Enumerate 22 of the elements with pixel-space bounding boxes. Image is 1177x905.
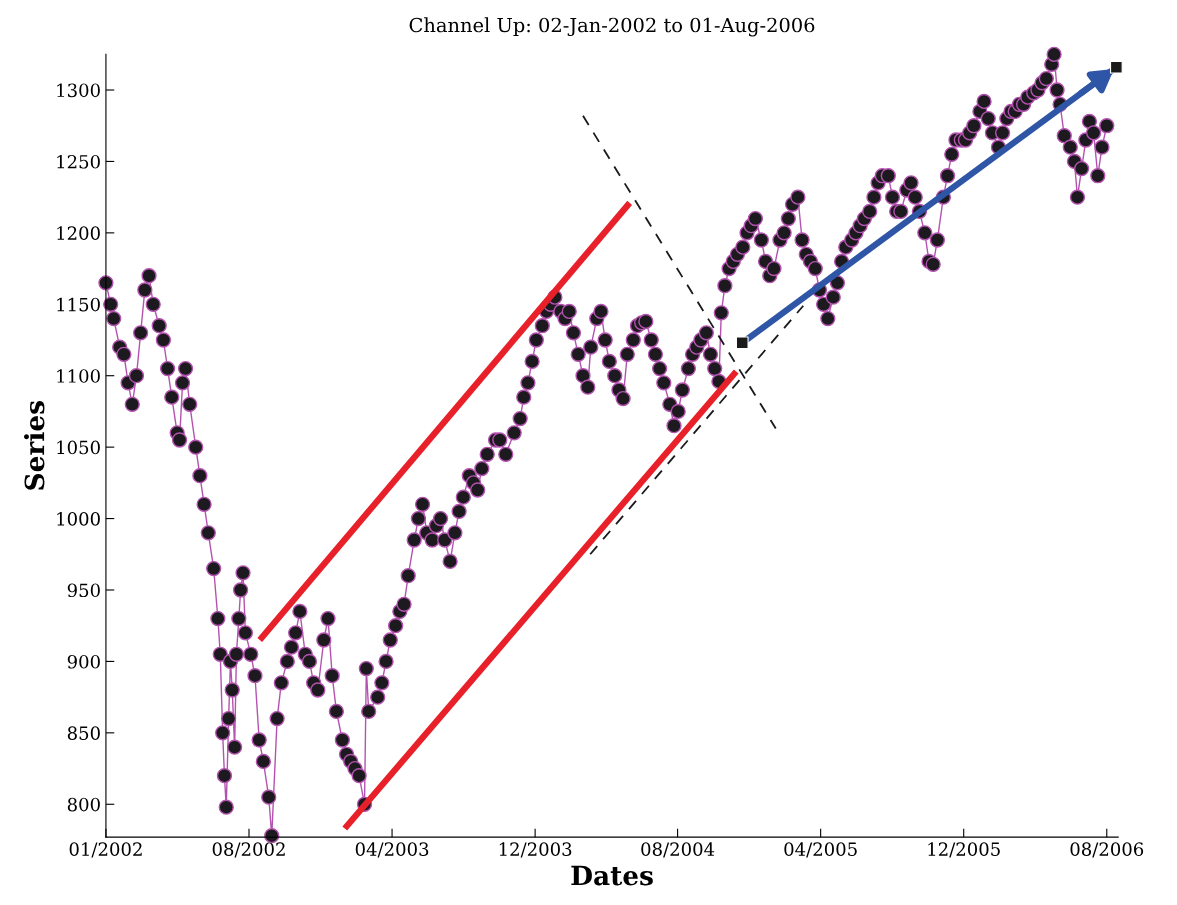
x-tick-label: 12/2003 bbox=[499, 842, 572, 858]
x-tick-label: 04/2005 bbox=[784, 842, 857, 858]
y-tick-label: 1300 bbox=[57, 83, 100, 98]
y-tick-label: 1100 bbox=[57, 369, 100, 383]
chart-title: Channel Up: 02-Jan-2002 to 01-Aug-2006 bbox=[409, 17, 815, 37]
y-tick-label: 850 bbox=[67, 726, 100, 740]
x-axis-title: Dates bbox=[571, 865, 653, 886]
y-tick-label: 1000 bbox=[57, 512, 100, 526]
y-axis-title: Series bbox=[24, 401, 45, 490]
y-tick-label: 1050 bbox=[57, 440, 100, 455]
x-tick-label: 04/2003 bbox=[355, 842, 429, 858]
x-tick-label: 08/2004 bbox=[641, 842, 715, 858]
x-tick-label: 08/2002 bbox=[212, 842, 285, 858]
y-tick-label: 1200 bbox=[57, 226, 100, 240]
y-tick-label: 950 bbox=[67, 583, 100, 598]
y-tick-label: 1250 bbox=[57, 154, 100, 169]
x-tick-label: 01/2002 bbox=[69, 842, 142, 858]
x-tick-label: 12/2005 bbox=[928, 842, 1000, 858]
y-tick-label: 800 bbox=[67, 797, 100, 812]
x-tick-label: 08/2006 bbox=[1070, 842, 1144, 858]
y-tick-label: 900 bbox=[67, 654, 100, 669]
y-tick-label: 1150 bbox=[57, 297, 100, 312]
